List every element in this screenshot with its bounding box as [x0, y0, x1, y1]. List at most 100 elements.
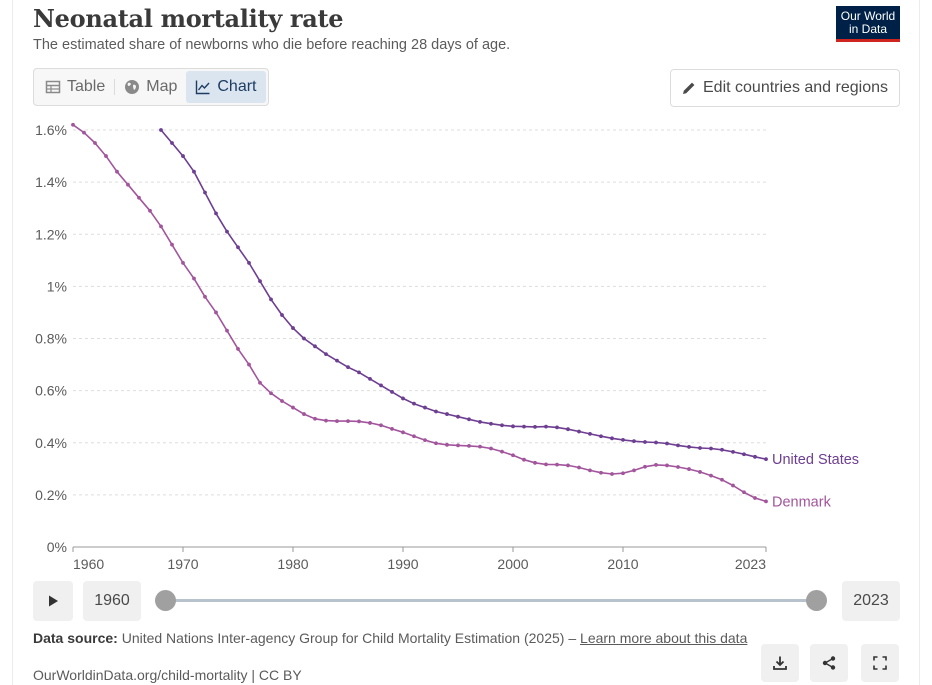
- table-icon: [45, 80, 61, 94]
- tab-table-label: Table: [67, 78, 106, 95]
- data-point: [665, 463, 669, 468]
- data-point: [412, 401, 416, 406]
- data-point: [324, 352, 328, 357]
- tab-table[interactable]: Table: [36, 71, 114, 103]
- line-chart-icon: [196, 80, 210, 95]
- data-point: [731, 449, 735, 454]
- edit-countries-label: Edit countries and regions: [703, 79, 888, 96]
- start-year-label[interactable]: 1960: [83, 581, 141, 621]
- y-tick-label: 0.2%: [35, 487, 67, 503]
- data-point: [225, 229, 229, 234]
- data-point: [93, 141, 97, 145]
- data-point: [478, 420, 482, 424]
- data-point: [566, 463, 570, 468]
- end-year-label[interactable]: 2023: [842, 581, 900, 621]
- data-point: [522, 424, 526, 429]
- data-point: [511, 453, 515, 458]
- data-point: [258, 380, 262, 385]
- data-point: [203, 190, 207, 195]
- chart-frame: [12, 0, 920, 685]
- tab-map-label: Map: [146, 78, 178, 95]
- data-point: [324, 418, 328, 423]
- x-tick-label: 2000: [497, 556, 528, 572]
- data-point: [632, 439, 636, 444]
- data-point: [335, 419, 339, 424]
- data-point: [346, 365, 350, 370]
- data-point: [467, 443, 471, 448]
- data-point: [247, 362, 251, 367]
- y-tick-label: 1.4%: [35, 174, 67, 190]
- data-source-label: Data source:: [33, 630, 118, 646]
- page-subtitle: The estimated share of newborns who die …: [33, 37, 511, 53]
- edit-countries-button[interactable]: Edit countries and regions: [670, 69, 900, 107]
- page-title: Neonatal mortality rate: [33, 4, 344, 33]
- owid-logo[interactable]: Our World in Data: [836, 6, 900, 42]
- data-point: [654, 440, 658, 445]
- data-point: [269, 391, 273, 396]
- data-point: [82, 130, 86, 135]
- data-point: [434, 441, 438, 446]
- logo-line-2: in Data: [848, 22, 888, 36]
- source-url: OurWorldinData.org/child-mortality | CC …: [33, 667, 302, 683]
- y-tick-label: 0.6%: [35, 383, 67, 399]
- y-tick-label: 1.2%: [35, 226, 67, 242]
- data-point: [379, 383, 383, 388]
- data-point: [192, 169, 196, 174]
- data-point: [280, 313, 284, 317]
- fullscreen-button[interactable]: [861, 644, 899, 682]
- timeline-slider-track[interactable]: [165, 599, 816, 602]
- data-point: [643, 440, 647, 444]
- y-tick-label: 0.4%: [35, 435, 67, 451]
- data-point: [599, 470, 603, 475]
- data-point: [709, 473, 713, 478]
- tab-map[interactable]: Map: [115, 71, 186, 103]
- data-point: [181, 154, 185, 158]
- data-point: [214, 211, 218, 216]
- data-point: [346, 419, 350, 424]
- data-point: [764, 499, 768, 504]
- data-point: [555, 425, 559, 430]
- data-point: [137, 195, 141, 200]
- data-point: [742, 490, 746, 495]
- data-point: [500, 449, 504, 454]
- data-point: [698, 470, 702, 474]
- data-point: [423, 405, 427, 410]
- x-tick-label: 1960: [73, 556, 104, 572]
- data-point: [71, 122, 75, 127]
- data-point: [489, 421, 493, 426]
- learn-more-link[interactable]: Learn more about this data: [580, 630, 748, 646]
- y-tick-label: 1.6%: [35, 122, 67, 138]
- timeline-start-handle[interactable]: [155, 590, 176, 611]
- data-point: [621, 437, 625, 442]
- data-point: [588, 431, 592, 436]
- series-line: [160, 129, 767, 460]
- fullscreen-icon: [873, 656, 887, 670]
- data-point: [236, 245, 240, 250]
- data-point: [753, 496, 757, 500]
- data-point: [445, 412, 449, 416]
- x-tick-label: 1970: [167, 556, 198, 572]
- data-point: [643, 464, 647, 469]
- data-point: [720, 447, 724, 452]
- data-point: [247, 261, 251, 265]
- view-tabs: Table Map Chart: [33, 68, 269, 106]
- data-point: [533, 424, 537, 429]
- data-point: [313, 344, 317, 349]
- download-button[interactable]: [761, 644, 799, 682]
- data-point: [511, 424, 515, 429]
- y-tick-label: 1%: [47, 278, 67, 294]
- data-point: [544, 462, 548, 467]
- x-tick-label: 1980: [277, 556, 308, 572]
- series-label: Denmark: [772, 494, 832, 510]
- data-point: [434, 409, 438, 414]
- data-point: [632, 468, 636, 473]
- data-point: [401, 396, 405, 401]
- timeline-end-handle[interactable]: [806, 590, 827, 611]
- data-point: [401, 430, 405, 435]
- x-tick-label: 2010: [607, 556, 638, 572]
- tab-chart[interactable]: Chart: [186, 71, 266, 103]
- data-point: [720, 477, 724, 482]
- play-button[interactable]: [33, 581, 73, 621]
- share-button[interactable]: [810, 644, 848, 682]
- data-point: [456, 443, 460, 448]
